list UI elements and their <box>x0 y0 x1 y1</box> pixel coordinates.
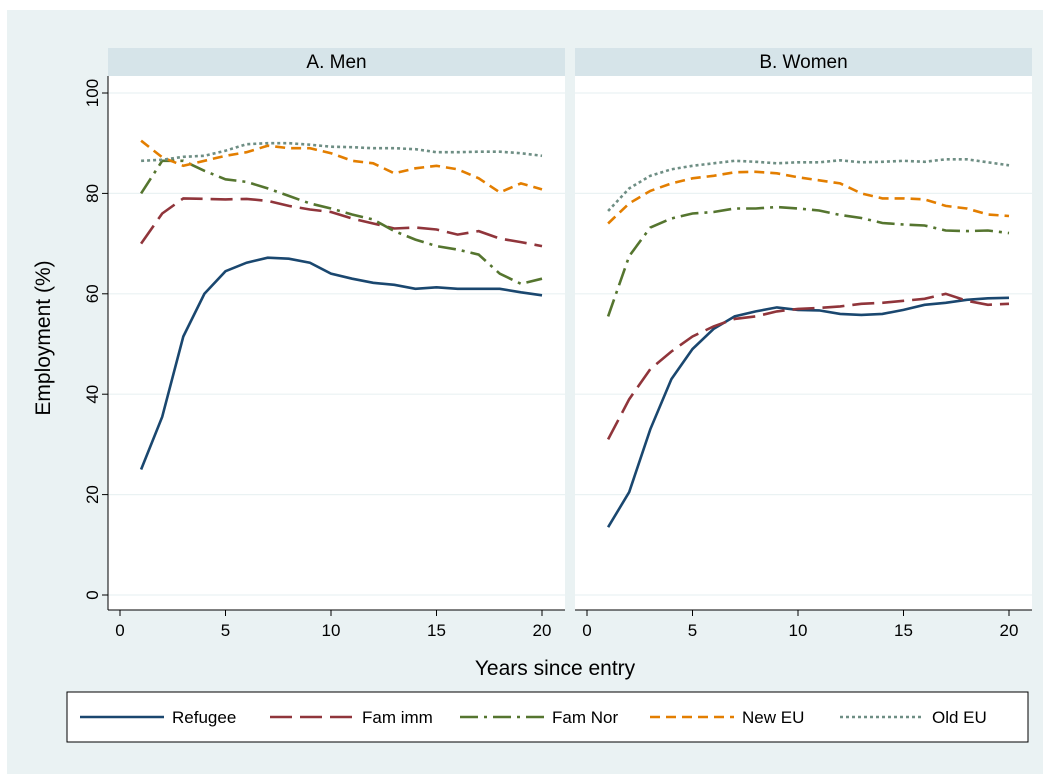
legend-label: New EU <box>742 708 804 727</box>
series-line <box>606 205 1010 317</box>
x-tick-label: 15 <box>427 621 446 640</box>
panel-strip <box>575 48 1032 76</box>
series-line <box>140 159 543 286</box>
x-axis-title: Years since entry <box>475 657 636 680</box>
legend-label: Fam imm <box>362 708 433 727</box>
legend-box <box>66 691 1029 743</box>
y-tick-label: 100 <box>83 79 102 107</box>
series-line <box>607 158 1010 212</box>
y-tick-label: 0 <box>83 590 102 599</box>
y-tick-label: 60 <box>83 284 102 303</box>
x-tick-label: 0 <box>582 621 591 640</box>
panel-title: A. Men <box>306 52 366 73</box>
series-line <box>607 170 1010 225</box>
y-tick-label: 20 <box>83 485 102 504</box>
series-line <box>140 139 543 194</box>
series-line <box>606 296 1010 528</box>
x-tick-label: 20 <box>533 621 552 640</box>
series-line <box>139 256 543 470</box>
panel-strip <box>108 48 565 76</box>
x-tick-label: 15 <box>894 621 913 640</box>
x-tick-label: 5 <box>221 621 230 640</box>
legend-label: Fam Nor <box>552 708 618 727</box>
x-tick-label: 10 <box>789 621 808 640</box>
y-axis-title: Employment (%) <box>32 260 55 415</box>
series-line <box>606 292 1010 441</box>
plot-area <box>108 48 565 610</box>
y-tick-label: 80 <box>83 184 102 203</box>
y-tick-label: 40 <box>83 385 102 404</box>
x-tick-label: 5 <box>688 621 697 640</box>
plot-area <box>575 48 1032 610</box>
x-tick-label: 20 <box>1000 621 1019 640</box>
panel-title: B. Women <box>759 52 847 73</box>
x-tick-label: 0 <box>115 621 124 640</box>
series-line <box>141 141 543 163</box>
series-line <box>140 197 543 248</box>
legend-label: Refugee <box>172 708 236 727</box>
legend-label: Old EU <box>932 708 987 727</box>
x-tick-label: 10 <box>322 621 341 640</box>
